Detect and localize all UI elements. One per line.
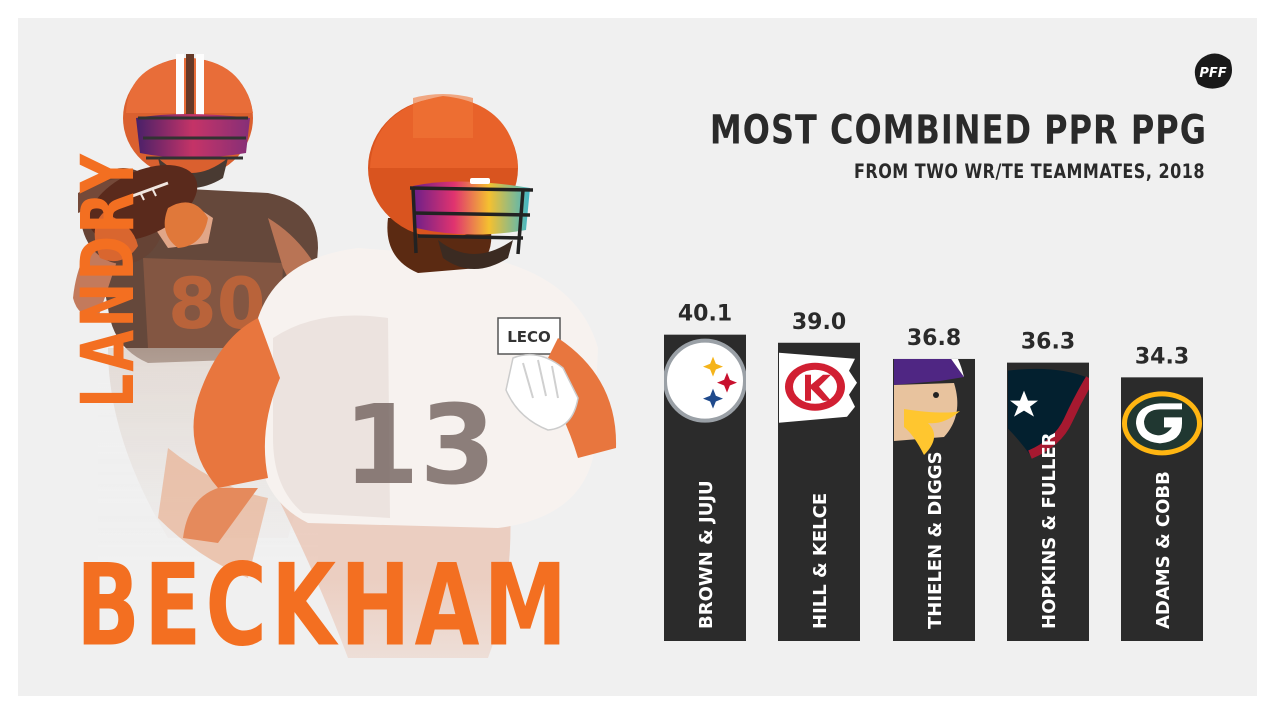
chart-subtitle: FROM TWO WR/TE TEAMMATES, 2018 [853, 160, 1205, 183]
svg-text:13: 13 [343, 381, 496, 509]
chiefs-logo-icon [779, 352, 857, 423]
football-and-gloves [88, 165, 208, 262]
texans-logo-icon [1008, 368, 1089, 459]
chart-title: MOST COMBINED PPR PPG [709, 106, 1207, 154]
vikings-logo-icon [894, 358, 964, 455]
category-label: BROWN & JUJU [696, 480, 717, 629]
bar-value-label: 39.0 [792, 310, 846, 335]
bar-value-label: 34.3 [1135, 344, 1189, 369]
player-photo-illustration: 80 [18, 54, 638, 696]
category-label: ADAMS & COBB [1153, 471, 1174, 629]
bar-value-label: 36.8 [907, 326, 961, 351]
pff-logo-icon: PFF [1194, 53, 1232, 89]
steelers-logo-icon [664, 338, 746, 423]
banner-text: LECO [507, 328, 551, 346]
pff-logo-text: PFF [1199, 66, 1226, 81]
bar-chart: 40.1 BROWN & JUJU 39.0 HILL & KELCE 36.8 THIE… [664, 302, 1203, 641]
bar-value-label: 40.1 [678, 302, 732, 327]
packers-logo-icon [1122, 391, 1202, 456]
bar-value-label: 36.3 [1021, 330, 1075, 355]
infographic-card: 80 [18, 18, 1257, 696]
category-label: THIELEN & DIGGS [925, 451, 946, 629]
category-label: HILL & KELCE [810, 493, 831, 629]
player-last-name: BECKHAM [76, 538, 572, 672]
category-label: HOPKINS & FULLER [1039, 432, 1060, 629]
